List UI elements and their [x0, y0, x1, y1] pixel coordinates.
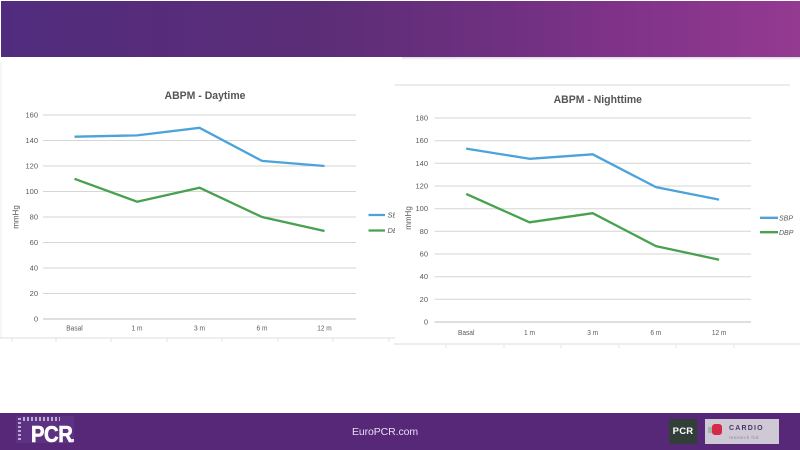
svg-text:12 m: 12 m [317, 324, 332, 333]
svg-text:20: 20 [420, 295, 428, 304]
svg-text:Basal: Basal [458, 328, 475, 337]
svg-text:100: 100 [25, 187, 38, 196]
svg-text:80: 80 [30, 213, 38, 222]
svg-text:120: 120 [415, 182, 428, 191]
svg-text:40: 40 [420, 272, 428, 281]
svg-text:140: 140 [415, 159, 428, 168]
svg-text:3 m: 3 m [194, 324, 205, 333]
svg-text:DBP: DBP [388, 226, 403, 235]
svg-text:1 m: 1 m [132, 324, 143, 333]
svg-text:mmHg: mmHg [404, 206, 413, 230]
svg-text:60: 60 [420, 250, 428, 259]
svg-text:120: 120 [25, 162, 38, 171]
svg-text:60: 60 [30, 238, 38, 247]
svg-text:ABPM - Nighttime: ABPM - Nighttime [554, 94, 642, 106]
svg-text:160: 160 [25, 111, 38, 120]
svg-text:1 m: 1 m [524, 328, 535, 337]
svg-text:mmHg: mmHg [12, 205, 21, 229]
svg-text:160: 160 [415, 136, 428, 145]
svg-text:SBP: SBP [779, 216, 793, 223]
svg-text:80: 80 [420, 227, 428, 236]
svg-text:3 m: 3 m [587, 328, 598, 337]
svg-text:180: 180 [415, 114, 428, 123]
svg-text:SBP: SBP [388, 211, 403, 220]
svg-text:DBP: DBP [779, 230, 794, 237]
svg-text:40: 40 [30, 264, 38, 273]
svg-text:100: 100 [415, 204, 428, 213]
svg-text:0: 0 [424, 318, 428, 327]
svg-text:6 m: 6 m [650, 328, 661, 337]
svg-text:0: 0 [34, 315, 38, 324]
svg-text:12 m: 12 m [712, 328, 727, 337]
svg-text:Basal: Basal [66, 324, 83, 333]
svg-text:6 m: 6 m [257, 324, 268, 333]
svg-text:140: 140 [25, 136, 38, 145]
svg-text:ABPM - Daytime: ABPM - Daytime [165, 90, 246, 102]
svg-text:20: 20 [30, 289, 38, 298]
